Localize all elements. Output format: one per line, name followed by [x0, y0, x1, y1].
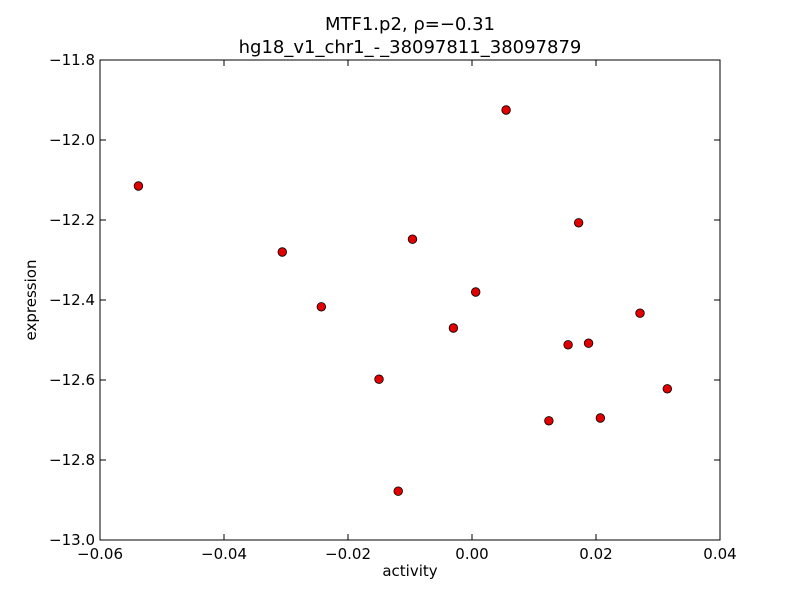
- data-point: [595, 413, 606, 423]
- data-point: [573, 218, 584, 228]
- y-tick-label: −12.2: [49, 211, 95, 229]
- data-point: [501, 105, 511, 115]
- y-axis: −11.8 −12.0 −12.2 −12.4 −12.6 −12.8 −13.0: [49, 51, 720, 549]
- data-point: [393, 486, 403, 496]
- chart-title-line2: hg18_v1_chr1_-_38097811_38097879: [239, 37, 582, 58]
- data-point: [544, 416, 554, 426]
- x-tick-label: 0.00: [455, 545, 488, 563]
- plot-area: [99, 59, 721, 541]
- y-axis-label: expression: [22, 260, 40, 341]
- y-tick-label: −12.8: [49, 451, 95, 469]
- y-tick-label: −13.0: [49, 531, 95, 549]
- y-tick-label: −11.8: [49, 51, 95, 69]
- x-tick-label: 0.02: [579, 545, 612, 563]
- y-tick-label: −12.0: [49, 131, 95, 149]
- data-point: [407, 234, 418, 244]
- y-tick-label: −12.6: [49, 371, 95, 389]
- x-tick-label: −0.06: [77, 545, 123, 563]
- data-point: [635, 308, 645, 318]
- data-point: [448, 323, 459, 333]
- x-axis: −0.06 −0.04 −0.02 0.00 0.02 0.04: [77, 60, 737, 563]
- x-tick-label: 0.04: [703, 545, 736, 563]
- data-point: [583, 338, 594, 348]
- data-point: [277, 247, 287, 257]
- x-tick-label: −0.04: [201, 545, 247, 563]
- data-point: [374, 374, 384, 384]
- x-axis-label: activity: [382, 562, 437, 580]
- y-tick-label: −12.4: [49, 291, 95, 309]
- data-point: [662, 384, 673, 394]
- chart-title-line1: MTF1.p2, ρ=−0.31: [325, 14, 495, 35]
- data-point: [471, 287, 481, 297]
- data-point: [563, 340, 573, 350]
- data-points: [133, 105, 673, 496]
- data-point: [133, 181, 144, 191]
- x-tick-label: −0.02: [325, 545, 371, 563]
- data-point: [316, 302, 327, 312]
